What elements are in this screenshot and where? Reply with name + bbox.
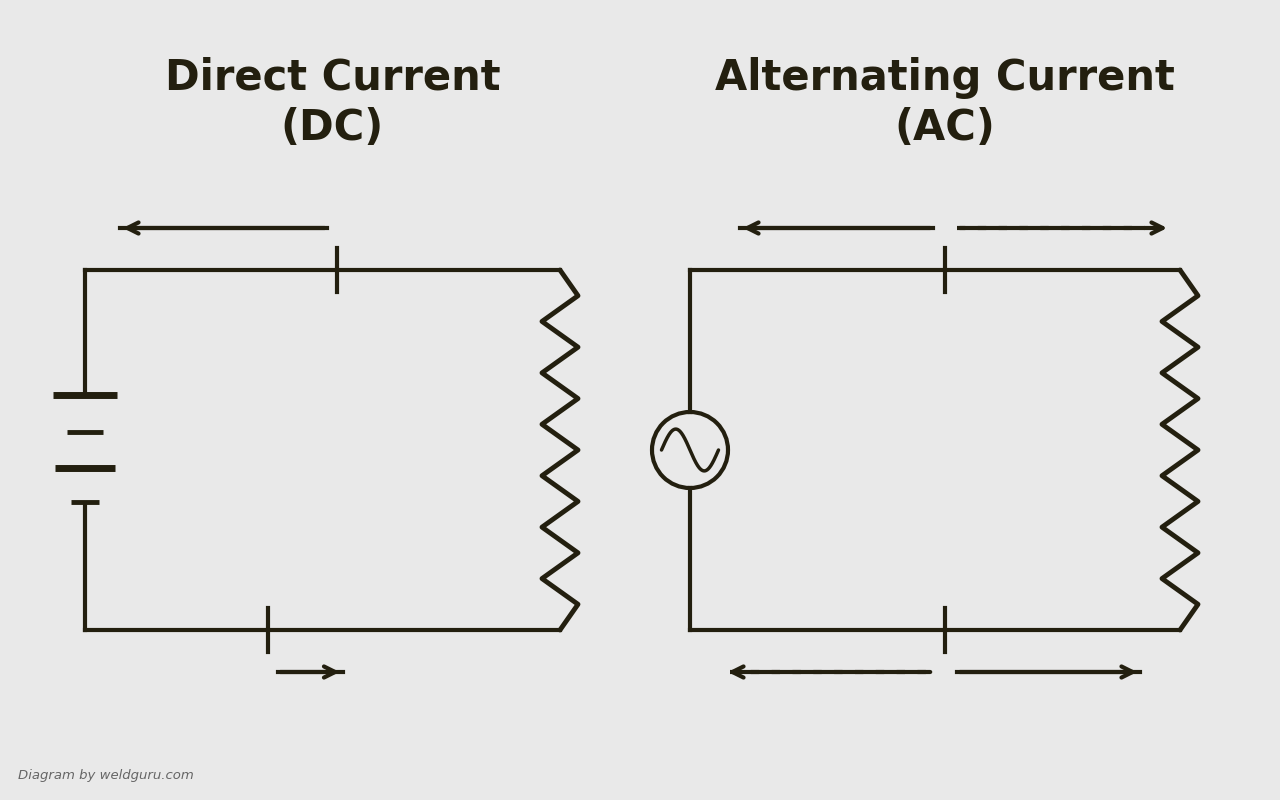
Text: Diagram by weldguru.com: Diagram by weldguru.com [18, 769, 193, 782]
Text: (DC): (DC) [280, 107, 384, 149]
Text: Alternating Current: Alternating Current [716, 57, 1175, 99]
Text: Direct Current: Direct Current [165, 57, 500, 99]
Text: (AC): (AC) [895, 107, 996, 149]
